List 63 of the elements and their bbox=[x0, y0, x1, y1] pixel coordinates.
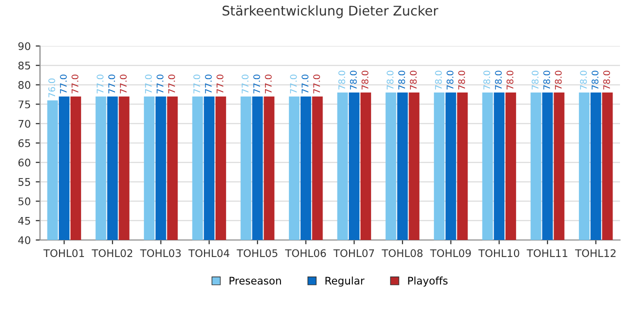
data-label: 77.0 bbox=[72, 74, 78, 94]
x-tick-label: TOHL09 bbox=[430, 249, 471, 258]
data-label: 77.0 bbox=[290, 74, 297, 94]
x-tick-label: TOHL12 bbox=[575, 249, 616, 258]
data-label: 78.0 bbox=[410, 70, 417, 90]
data-label: 77.0 bbox=[302, 74, 308, 94]
data-label: 77.0 bbox=[216, 74, 224, 94]
y-tick-label: 50 bbox=[18, 197, 30, 206]
legend-label: Preseason bbox=[230, 276, 281, 285]
data-label: 78.0 bbox=[458, 70, 466, 90]
data-label: 78.0 bbox=[506, 70, 514, 90]
y-tick-label: 55 bbox=[18, 178, 30, 186]
data-label: 77.0 bbox=[264, 74, 272, 94]
x-tick-label: TOHL08 bbox=[382, 249, 423, 258]
legend-label: Regular bbox=[326, 276, 364, 287]
data-label: 78.0 bbox=[338, 70, 346, 90]
data-label: 77.0 bbox=[96, 74, 104, 94]
data-label: 77.0 bbox=[204, 74, 212, 94]
y-tick-label: 90 bbox=[18, 42, 30, 50]
y-tick-label: 45 bbox=[18, 216, 30, 225]
data-label: 76.0 bbox=[48, 78, 56, 98]
x-tick-label: TOHL03 bbox=[140, 249, 181, 258]
data-label: 78.0 bbox=[483, 70, 490, 90]
y-tick-label: 40 bbox=[18, 236, 30, 244]
x-tick-label: TOHL05 bbox=[236, 249, 278, 258]
data-label: 78.0 bbox=[592, 70, 598, 90]
data-label: 77.0 bbox=[193, 74, 200, 94]
data-label: 78.0 bbox=[435, 70, 442, 90]
data-label: 78.0 bbox=[554, 70, 562, 90]
data-label: 77.0 bbox=[168, 74, 176, 94]
data-label: 77.0 bbox=[108, 74, 116, 94]
data-label: 78.0 bbox=[362, 70, 368, 90]
data-label: 78.0 bbox=[446, 70, 454, 90]
data-label: 77.0 bbox=[145, 74, 152, 94]
x-tick-label: TOHL07 bbox=[333, 249, 374, 258]
data-label: 77.0 bbox=[253, 74, 260, 94]
data-label: 78.0 bbox=[350, 70, 357, 90]
y-tick-label: 85 bbox=[18, 62, 30, 70]
y-tick-label: 65 bbox=[18, 139, 30, 148]
data-label: 78.0 bbox=[532, 70, 539, 90]
data-label: 77.0 bbox=[156, 74, 164, 94]
data-label: 77.0 bbox=[313, 74, 320, 94]
data-label: 78.0 bbox=[603, 70, 610, 90]
data-label: 77.0 bbox=[120, 74, 127, 94]
x-tick-label: TOHL04 bbox=[188, 249, 230, 258]
data-label: 77.0 bbox=[242, 74, 249, 94]
data-label: 78.0 bbox=[543, 70, 550, 90]
legend-label: Playoffs bbox=[408, 276, 448, 287]
data-label: 78.0 bbox=[580, 70, 587, 90]
y-tick-label: 70 bbox=[18, 120, 30, 128]
y-tick-label: 80 bbox=[18, 81, 30, 89]
x-tick-label: TOHL10 bbox=[478, 249, 520, 258]
x-tick-label: TOHL11 bbox=[526, 249, 568, 258]
chart-title: Stärkeentwicklung Dieter Zucker bbox=[222, 5, 438, 18]
x-tick-label: TOHL02 bbox=[92, 249, 132, 258]
x-tick-label: TOHL01 bbox=[43, 249, 84, 258]
x-tick-label: TOHL06 bbox=[285, 249, 326, 258]
data-label: 78.0 bbox=[386, 70, 394, 90]
y-tick-label: 60 bbox=[18, 158, 30, 167]
data-label: 78.0 bbox=[494, 70, 502, 90]
y-tick-label: 75 bbox=[18, 100, 30, 108]
data-label: 78.0 bbox=[398, 70, 406, 90]
data-label: 77.0 bbox=[60, 74, 67, 94]
